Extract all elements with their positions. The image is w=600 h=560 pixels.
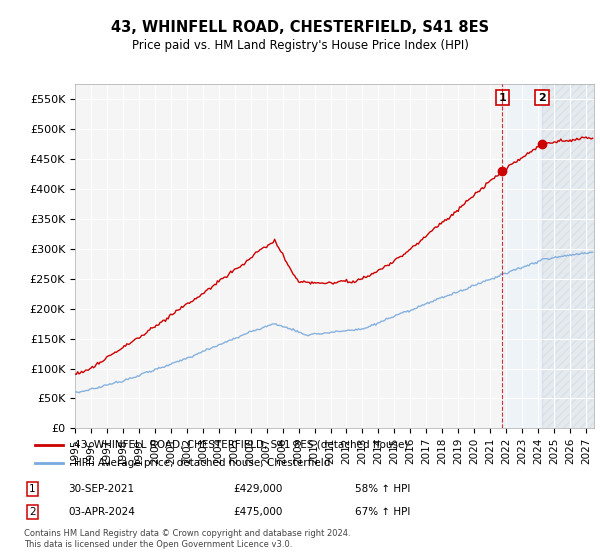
Text: £475,000: £475,000 [234,507,283,517]
Text: 2: 2 [29,507,35,517]
Text: 58% ↑ HPI: 58% ↑ HPI [355,484,410,494]
Text: 03-APR-2024: 03-APR-2024 [68,507,135,517]
Text: 1: 1 [29,484,35,494]
Text: 2: 2 [538,92,546,102]
Text: 67% ↑ HPI: 67% ↑ HPI [355,507,410,517]
Text: HPI: Average price, detached house, Chesterfield: HPI: Average price, detached house, Ches… [74,459,330,468]
Text: 43, WHINFELL ROAD, CHESTERFIELD, S41 8ES (detached house): 43, WHINFELL ROAD, CHESTERFIELD, S41 8ES… [74,440,408,450]
Text: 43, WHINFELL ROAD, CHESTERFIELD, S41 8ES: 43, WHINFELL ROAD, CHESTERFIELD, S41 8ES [111,20,489,35]
Text: £429,000: £429,000 [234,484,283,494]
Bar [502,84,542,428]
Text: 1: 1 [499,92,506,102]
Text: 30-SEP-2021: 30-SEP-2021 [68,484,134,494]
Bar [542,84,594,428]
Text: Price paid vs. HM Land Registry's House Price Index (HPI): Price paid vs. HM Land Registry's House … [131,39,469,52]
Text: Contains HM Land Registry data © Crown copyright and database right 2024.
This d: Contains HM Land Registry data © Crown c… [24,529,350,549]
